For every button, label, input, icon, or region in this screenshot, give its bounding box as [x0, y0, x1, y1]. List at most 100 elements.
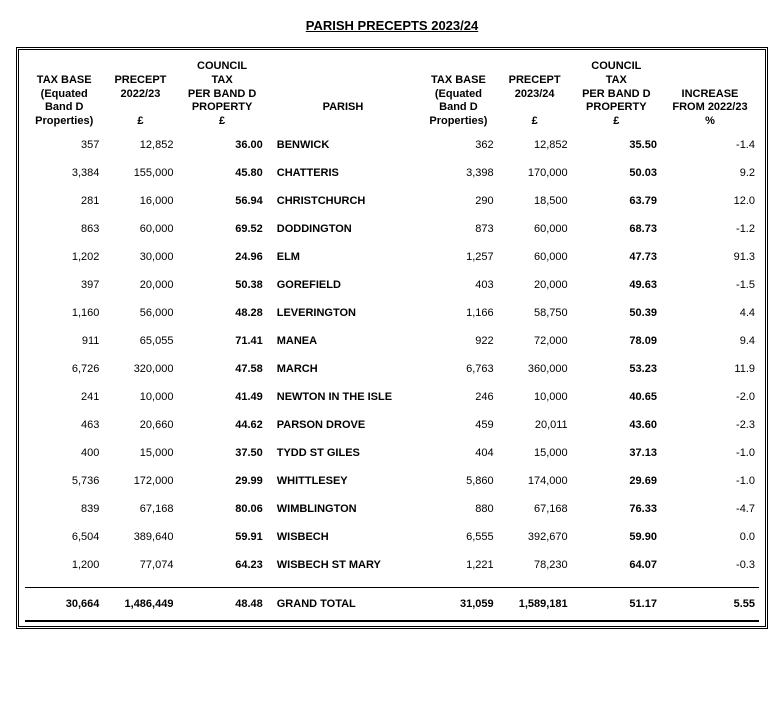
total-tb23: 31,059 — [419, 587, 497, 621]
table-row: 46320,66044.62PARSON DROVE45920,01143.60… — [25, 411, 759, 439]
grand-total-row: 30,664 1,486,449 48.48 GRAND TOTAL 31,05… — [25, 587, 759, 621]
cell-parish: CHRISTCHURCH — [267, 187, 419, 215]
cell-tb22: 6,504 — [25, 523, 103, 551]
cell-ct23: 49.63 — [572, 271, 661, 299]
total-ct23: 51.17 — [572, 587, 661, 621]
cell-ct22: 59.91 — [177, 523, 266, 551]
cell-parish: PARSON DROVE — [267, 411, 419, 439]
cell-tb22: 5,736 — [25, 467, 103, 495]
table-row: 1,20077,07464.23WISBECH ST MARY1,22178,2… — [25, 551, 759, 579]
cell-pc23: 72,000 — [498, 327, 572, 355]
cell-tb23: 362 — [419, 131, 497, 159]
cell-ct22: 29.99 — [177, 467, 266, 495]
cell-tb22: 1,202 — [25, 243, 103, 271]
cell-tb22: 400 — [25, 439, 103, 467]
cell-ct23: 35.50 — [572, 131, 661, 159]
cell-parish: BENWICK — [267, 131, 419, 159]
table-row: 1,20230,00024.96ELM1,25760,00047.7391.3 — [25, 243, 759, 271]
cell-pc22: 60,000 — [103, 215, 177, 243]
cell-tb23: 880 — [419, 495, 497, 523]
cell-ct23: 76.33 — [572, 495, 661, 523]
table-row: 86360,00069.52DODDINGTON87360,00068.73-1… — [25, 215, 759, 243]
cell-tb23: 246 — [419, 383, 497, 411]
table-row: 40015,00037.50TYDD ST GILES40415,00037.1… — [25, 439, 759, 467]
cell-tb23: 5,860 — [419, 467, 497, 495]
cell-inc: 4.4 — [661, 299, 759, 327]
cell-inc: -4.7 — [661, 495, 759, 523]
cell-pc23: 170,000 — [498, 159, 572, 187]
cell-pc23: 15,000 — [498, 439, 572, 467]
cell-ct23: 63.79 — [572, 187, 661, 215]
cell-tb23: 6,763 — [419, 355, 497, 383]
cell-pc22: 20,660 — [103, 411, 177, 439]
cell-inc: 11.9 — [661, 355, 759, 383]
cell-inc: -1.0 — [661, 439, 759, 467]
cell-tb23: 1,221 — [419, 551, 497, 579]
cell-ct22: 47.58 — [177, 355, 266, 383]
col-ctax-23: COUNCIL TAX PER BAND D PROPERTY £ — [572, 58, 661, 131]
table-header: TAX BASE (Equated Band D Properties) PRE… — [25, 58, 759, 131]
cell-pc22: 65,055 — [103, 327, 177, 355]
cell-parish: CHATTERIS — [267, 159, 419, 187]
cell-tb23: 1,257 — [419, 243, 497, 271]
cell-pc22: 67,168 — [103, 495, 177, 523]
cell-parish: LEVERINGTON — [267, 299, 419, 327]
cell-parish: DODDINGTON — [267, 215, 419, 243]
col-precept-22: PRECEPT 2022/23 £ — [103, 58, 177, 131]
cell-tb22: 241 — [25, 383, 103, 411]
cell-tb23: 290 — [419, 187, 497, 215]
total-pc22: 1,486,449 — [103, 587, 177, 621]
cell-ct23: 59.90 — [572, 523, 661, 551]
table-row: 35712,85236.00BENWICK36212,85235.50-1.4 — [25, 131, 759, 159]
cell-tb22: 863 — [25, 215, 103, 243]
cell-pc22: 155,000 — [103, 159, 177, 187]
table-row: 24110,00041.49NEWTON IN THE ISLE24610,00… — [25, 383, 759, 411]
cell-inc: 91.3 — [661, 243, 759, 271]
cell-pc22: 10,000 — [103, 383, 177, 411]
cell-pc22: 12,852 — [103, 131, 177, 159]
cell-tb23: 6,555 — [419, 523, 497, 551]
cell-tb23: 873 — [419, 215, 497, 243]
col-increase: INCREASE FROM 2022/23 % — [661, 58, 759, 131]
cell-tb23: 3,398 — [419, 159, 497, 187]
cell-pc23: 12,852 — [498, 131, 572, 159]
table-body: 35712,85236.00BENWICK36212,85235.50-1.43… — [25, 131, 759, 579]
table-row: 1,16056,00048.28LEVERINGTON1,16658,75050… — [25, 299, 759, 327]
cell-inc: -1.5 — [661, 271, 759, 299]
cell-ct22: 41.49 — [177, 383, 266, 411]
cell-ct22: 56.94 — [177, 187, 266, 215]
cell-ct23: 64.07 — [572, 551, 661, 579]
cell-tb22: 281 — [25, 187, 103, 215]
precepts-table: TAX BASE (Equated Band D Properties) PRE… — [25, 58, 759, 622]
cell-inc: -1.4 — [661, 131, 759, 159]
cell-tb22: 911 — [25, 327, 103, 355]
cell-tb23: 1,166 — [419, 299, 497, 327]
cell-pc23: 60,000 — [498, 243, 572, 271]
cell-parish: ELM — [267, 243, 419, 271]
cell-parish: WIMBLINGTON — [267, 495, 419, 523]
cell-parish: GOREFIELD — [267, 271, 419, 299]
cell-ct23: 53.23 — [572, 355, 661, 383]
cell-ct22: 44.62 — [177, 411, 266, 439]
total-tb22: 30,664 — [25, 587, 103, 621]
cell-ct22: 45.80 — [177, 159, 266, 187]
cell-pc22: 56,000 — [103, 299, 177, 327]
cell-tb22: 3,384 — [25, 159, 103, 187]
table-row: 6,504389,64059.91WISBECH6,555392,67059.9… — [25, 523, 759, 551]
cell-ct23: 68.73 — [572, 215, 661, 243]
table-row: 83967,16880.06WIMBLINGTON88067,16876.33-… — [25, 495, 759, 523]
cell-parish: NEWTON IN THE ISLE — [267, 383, 419, 411]
cell-pc23: 67,168 — [498, 495, 572, 523]
cell-tb22: 1,200 — [25, 551, 103, 579]
cell-pc23: 58,750 — [498, 299, 572, 327]
cell-ct23: 78.09 — [572, 327, 661, 355]
cell-pc23: 360,000 — [498, 355, 572, 383]
cell-pc22: 320,000 — [103, 355, 177, 383]
cell-ct22: 48.28 — [177, 299, 266, 327]
cell-pc22: 389,640 — [103, 523, 177, 551]
cell-pc22: 30,000 — [103, 243, 177, 271]
cell-ct22: 36.00 — [177, 131, 266, 159]
cell-tb23: 403 — [419, 271, 497, 299]
total-inc: 5.55 — [661, 587, 759, 621]
cell-parish: MANEA — [267, 327, 419, 355]
